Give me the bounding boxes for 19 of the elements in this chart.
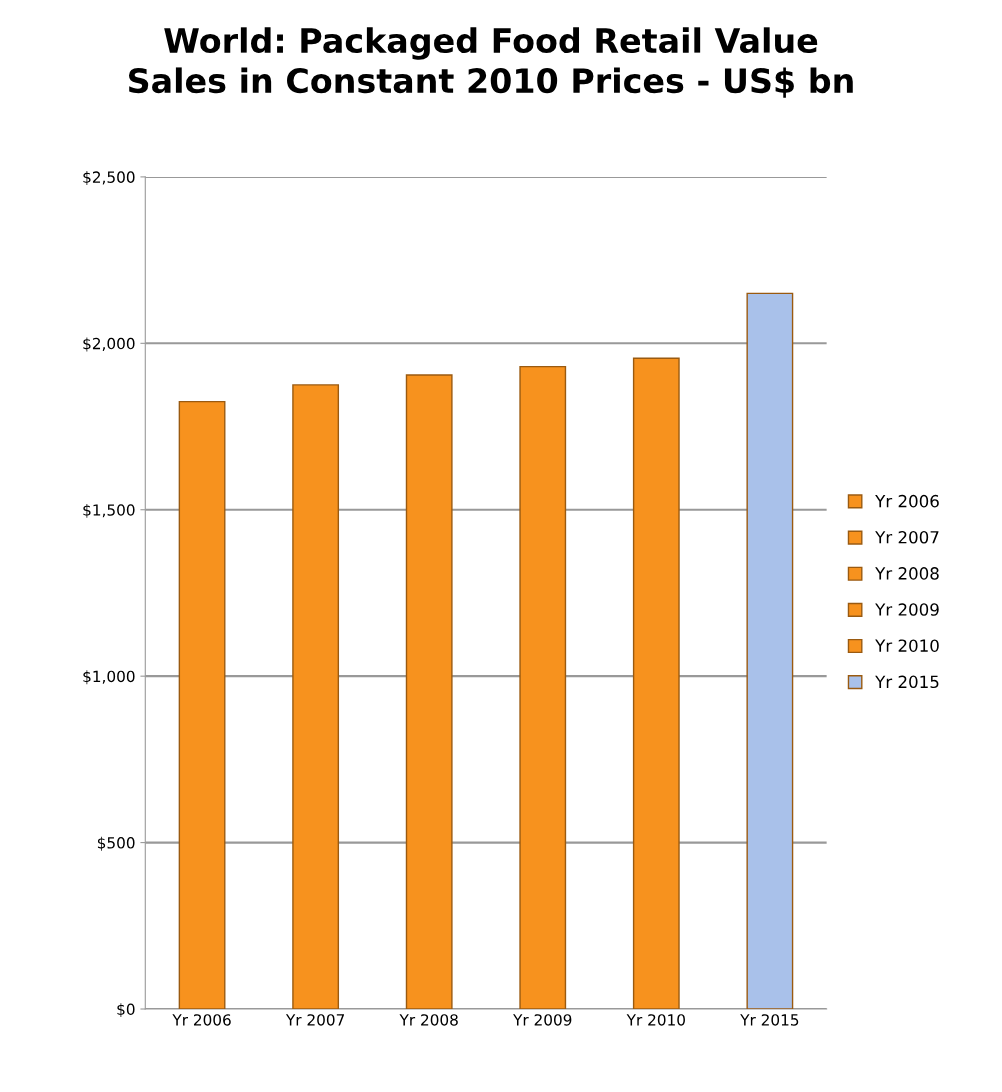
legend-label: Yr 2010 [875, 639, 939, 652]
y-tick-label: $1,000 [83, 670, 135, 685]
y-tick-label: $2,000 [83, 337, 135, 352]
y-tick-label: $0 [117, 1003, 135, 1018]
x-tick-label: Yr 2009 [513, 1014, 572, 1026]
legend-label: Yr 2009 [875, 603, 939, 616]
y-tick-label: $500 [97, 836, 135, 851]
x-tick-label: Yr 2010 [626, 1014, 685, 1026]
legend-label: Yr 2007 [875, 530, 939, 544]
x-tick-label: Yr 2006 [172, 1014, 231, 1026]
x-tick-label: Yr 2007 [285, 1014, 344, 1026]
legend-label: Yr 2015 [875, 675, 939, 689]
x-tick-label: Yr 2015 [740, 1014, 799, 1026]
x-tick-label: Yr 2008 [399, 1014, 458, 1026]
chart-title: World: Packaged Food Retail Value Sales in Constant 2010 Prices - US$ bn [129, 27, 853, 98]
y-tick-label: $1,500 [83, 503, 135, 518]
legend-label: Yr 2008 [875, 567, 939, 580]
legend-label: Yr 2006 [875, 494, 939, 508]
y-tick-label: $2,500 [83, 171, 135, 185]
